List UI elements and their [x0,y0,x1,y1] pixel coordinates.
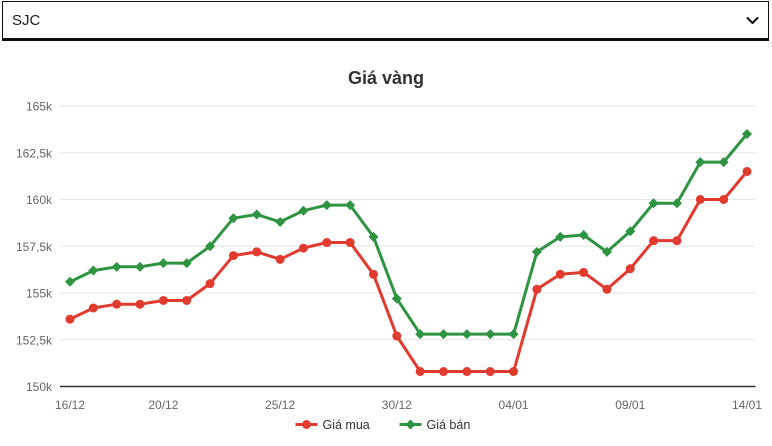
data-point-gia-mua[interactable] [555,269,565,279]
legend-item-gia-mua[interactable]: Giá mua [295,418,370,432]
y-axis-label: 150k [26,380,53,394]
data-point-gia-mua[interactable] [158,295,168,305]
data-point-gia-mua[interactable] [228,251,238,261]
data-point-gia-ban[interactable] [228,213,239,224]
legend-item-gia-ban[interactable]: Giá bán [399,418,471,432]
data-point-gia-mua[interactable] [252,247,262,257]
data-point-gia-mua[interactable] [322,238,332,248]
legend-circle-icon[interactable] [302,420,311,429]
data-point-gia-ban[interactable] [181,258,192,269]
data-point-gia-mua[interactable] [742,166,752,176]
data-point-gia-mua[interactable] [462,367,472,377]
x-axis-label: 14/01 [732,398,762,412]
data-point-gia-ban[interactable] [601,246,612,257]
y-axis-label: 155k [26,287,53,301]
chart-title: Giá vàng [348,68,424,88]
data-point-gia-mua[interactable] [205,279,215,289]
data-point-gia-mua[interactable] [509,367,519,377]
data-point-gia-ban[interactable] [251,209,262,220]
data-point-gia-mua[interactable] [672,236,682,246]
legend-diamond-icon[interactable] [405,419,416,430]
data-point-gia-ban[interactable] [438,329,449,340]
y-axis-label: 157,5k [16,240,53,254]
legend-item-label: Giá mua [323,418,370,432]
data-point-gia-ban[interactable] [345,200,356,211]
x-axis-label: 30/12 [382,398,412,412]
data-point-gia-mua[interactable] [298,243,308,253]
data-point-gia-mua[interactable] [625,264,635,274]
data-point-gia-mua[interactable] [439,367,449,377]
x-axis-label: 16/12 [55,398,85,412]
data-point-gia-mua[interactable] [719,195,729,204]
series-line-gia-ban [68,132,749,336]
data-point-gia-ban[interactable] [718,157,729,168]
data-point-gia-ban[interactable] [415,329,426,340]
data-point-gia-mua[interactable] [88,303,98,313]
data-point-gia-ban[interactable] [671,198,682,209]
x-axis-label: 04/01 [499,398,529,412]
data-point-gia-ban[interactable] [391,293,402,304]
data-point-gia-ban[interactable] [88,265,99,276]
data-point-gia-mua[interactable] [602,284,612,294]
data-point-gia-ban[interactable] [742,129,752,140]
data-point-gia-mua[interactable] [368,269,378,279]
series-layer [65,129,752,377]
y-axis-label: 152,5k [16,333,53,347]
data-point-gia-mua[interactable] [392,331,402,341]
data-point-gia-mua[interactable] [579,267,589,277]
data-point-gia-ban[interactable] [205,241,216,252]
data-point-gia-ban[interactable] [135,261,146,272]
y-axis-label: 165k [26,100,53,114]
data-point-gia-mua[interactable] [485,367,495,377]
data-point-gia-mua[interactable] [135,299,145,309]
data-point-gia-mua[interactable] [112,299,122,309]
data-point-gia-ban[interactable] [508,329,519,340]
data-point-gia-ban[interactable] [578,230,589,241]
legend-item-label: Giá bán [427,418,471,432]
data-point-gia-mua[interactable] [695,195,705,204]
x-axis-label: 20/12 [148,398,178,412]
y-axis-label: 162,5k [16,146,53,160]
data-point-gia-ban[interactable] [298,205,309,216]
data-point-gia-ban[interactable] [461,329,472,340]
data-point-gia-ban[interactable] [485,329,496,340]
data-point-gia-ban[interactable] [531,246,542,257]
chart-legend: Giá mua Giá bán [295,418,471,432]
series-line-gia-mua [68,169,749,373]
data-point-gia-ban[interactable] [321,200,332,211]
grid-layer: 150k 152,5k 155k 157,5k 160k 162,5k 165k 16/12 2… [16,100,762,413]
x-axis-label: 09/01 [615,398,645,412]
gold-type-select[interactable]: SJC [2,1,769,41]
data-point-gia-ban[interactable] [275,216,286,227]
data-point-gia-mua[interactable] [532,284,542,294]
data-point-gia-mua[interactable] [182,295,192,305]
data-point-gia-mua[interactable] [65,314,75,324]
data-point-gia-ban[interactable] [625,226,636,237]
data-point-gia-ban[interactable] [158,258,169,269]
data-point-gia-ban[interactable] [555,231,566,242]
data-point-gia-ban[interactable] [368,231,379,242]
y-axis-label: 160k [26,193,53,207]
x-axis-label: 25/12 [265,398,295,412]
data-point-gia-mua[interactable] [275,254,285,264]
data-point-gia-ban[interactable] [648,198,659,209]
gold-type-select-wrap: SJC [2,1,769,41]
data-point-gia-ban[interactable] [111,261,122,272]
data-point-gia-ban[interactable] [65,276,75,287]
data-point-gia-mua[interactable] [415,367,425,377]
data-point-gia-mua[interactable] [345,238,355,248]
data-point-gia-ban[interactable] [695,157,706,168]
data-point-gia-mua[interactable] [649,236,659,246]
